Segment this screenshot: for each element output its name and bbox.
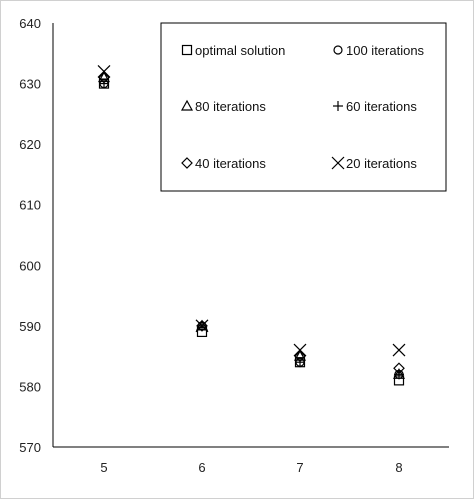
y-tick-label: 640 — [19, 16, 41, 31]
axes — [52, 23, 449, 448]
x-tick-label: 5 — [100, 460, 107, 475]
legend-marker-diamond — [181, 157, 193, 169]
x-tick-label: 7 — [296, 460, 303, 475]
data-point-plus — [295, 357, 305, 368]
data-point-diamond — [393, 362, 405, 375]
legend-label: 100 iterations — [346, 43, 425, 58]
legend-label: 80 iterations — [195, 99, 266, 114]
data-point-x — [195, 319, 209, 333]
legend-label: 60 iterations — [346, 99, 417, 114]
data-point-diamond — [98, 71, 110, 84]
legend-label: 20 iterations — [346, 156, 417, 171]
data-point-diamond — [294, 350, 306, 362]
y-tick-label: 570 — [19, 440, 41, 455]
legend-label: 40 iterations — [195, 156, 266, 171]
x-axis-ticks: 5 6 7 8 — [100, 460, 402, 475]
legend-label: optimal solution — [195, 43, 285, 58]
data-point-diamond — [196, 320, 208, 332]
x-tick-label: 6 — [198, 460, 205, 475]
data-point-x — [97, 65, 111, 78]
y-tick-label: 580 — [19, 379, 41, 394]
legend: optimal solution 100 iterations 80 iterati… — [160, 22, 447, 192]
y-tick-label: 630 — [19, 77, 41, 92]
data-point-x — [392, 343, 406, 357]
y-tick-label: 590 — [19, 319, 41, 334]
legend-marker-x — [331, 156, 345, 170]
legend-marker-circle — [333, 45, 343, 55]
legend-marker-square — [181, 44, 193, 56]
y-axis-ticks: 570 580 590 600 610 620 630 640 — [19, 16, 41, 455]
data-points — [97, 65, 406, 386]
y-tick-label: 600 — [19, 258, 41, 273]
data-point-plus — [99, 78, 109, 89]
x-tick-label: 8 — [395, 460, 402, 475]
y-tick-label: 610 — [19, 198, 41, 213]
y-tick-label: 620 — [19, 137, 41, 152]
legend-box — [160, 22, 447, 192]
data-point-plus — [394, 369, 404, 380]
data-point-x — [293, 343, 307, 357]
legend-marker-triangle — [180, 99, 194, 111]
legend-marker-plus — [333, 101, 343, 111]
